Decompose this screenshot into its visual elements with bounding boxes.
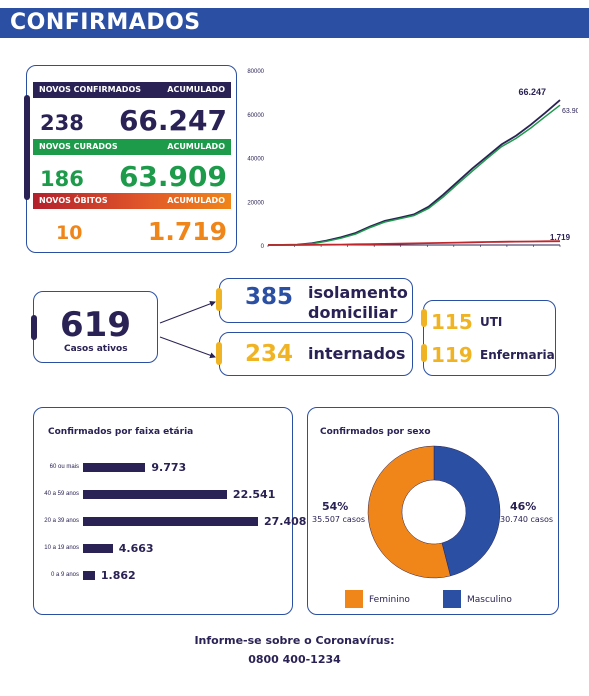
age-bar-value: 22.541	[232, 488, 276, 501]
cumulative-line-chart: 0 20000 40000 60000 80000 66.247 63.909 1.719	[238, 64, 583, 254]
isolation-accent	[216, 288, 222, 311]
age-bar	[83, 544, 113, 553]
hospital-card	[219, 332, 413, 376]
ward-label: Enfermaria	[480, 348, 555, 362]
age-bar-label: 10 a 19 anos	[44, 545, 79, 551]
series-end-label: 63.909	[562, 108, 578, 115]
female-count: 35.507 casos	[312, 515, 366, 524]
deaths-label: NOVOS ÓBITOS	[39, 196, 108, 205]
confirmed-total: 66.247	[118, 104, 227, 137]
donut-slice	[433, 445, 501, 577]
legend-female-swatch	[345, 590, 363, 608]
hospital-value: 234	[245, 341, 294, 367]
age-bar	[83, 463, 146, 472]
series-end-label: 66.247	[518, 87, 546, 97]
age-chart-card	[33, 407, 293, 615]
arrow-to-hospital	[159, 336, 216, 359]
confirmed-header: NOVOS CONFIRMADOS ACUMULADO	[33, 82, 231, 98]
female-pct: 54%	[322, 500, 349, 513]
active-total-label: Casos ativos	[64, 344, 128, 354]
age-bar-value: 4.663	[118, 542, 154, 555]
active-total: 619	[60, 305, 131, 345]
male-count: 30.740 casos	[500, 515, 554, 524]
line-chart-svg: 0 20000 40000 60000 80000 66.247 63.909 1.719	[247, 69, 583, 250]
recovered-header: NOVOS CURADOS ACUMULADO	[33, 139, 231, 155]
sex-chart-title: Confirmados por sexo	[320, 427, 431, 437]
isolation-label2: domiciliar	[308, 303, 398, 322]
age-bar-label: 20 a 39 anos	[44, 518, 79, 524]
icu-label: UTI	[480, 315, 503, 329]
hospital-accent	[216, 342, 222, 365]
active-accent	[31, 315, 37, 340]
age-bar	[83, 490, 227, 499]
confirmed-label: NOVOS CONFIRMADOS	[39, 85, 142, 94]
donut-slice	[367, 445, 451, 579]
age-bar	[83, 571, 95, 580]
series-line	[267, 104, 561, 246]
recovered-label: NOVOS CURADOS	[39, 142, 118, 151]
ward-accent	[421, 344, 427, 362]
deaths-acc-label: ACUMULADO	[167, 196, 225, 205]
deaths-header: NOVOS ÓBITOS ACUMULADO	[33, 193, 231, 209]
icu-accent	[421, 309, 427, 327]
icu-ward-card	[423, 300, 556, 376]
male-pct: 46%	[510, 500, 537, 513]
age-bar-value: 27.408	[264, 515, 307, 528]
hospital-label: internados	[308, 344, 406, 363]
recovered-acc-label: ACUMULADO	[167, 142, 225, 151]
age-bar-label: 40 a 59 anos	[44, 491, 79, 497]
recovered-new: 186	[40, 167, 84, 191]
series-line	[268, 240, 561, 246]
recovered-total: 63.909	[118, 160, 227, 193]
header-bar: CONFIRMADOS	[0, 8, 589, 38]
age-bar-label: 0 a 9 anos	[50, 572, 79, 578]
isolation-value: 385	[245, 284, 294, 310]
active-cases-card	[33, 291, 158, 363]
footer-line1: Informe-se sobre o Coronavírus:	[194, 634, 395, 647]
y-tick-label: 40000	[247, 157, 264, 163]
sex-donut-chart	[367, 445, 501, 579]
sex-chart-card	[307, 407, 559, 615]
series-end-label: 1.719	[550, 233, 571, 242]
legend-male-swatch	[443, 590, 461, 608]
y-tick-label: 80000	[247, 69, 264, 75]
legend-female-label: Feminino	[369, 595, 410, 605]
isolation-card	[219, 278, 413, 323]
age-chart-title: Confirmados por faixa etária	[48, 427, 194, 437]
age-bar-label: 60 ou mais	[49, 464, 79, 470]
deaths-new: 10	[56, 222, 83, 244]
footer-phone: 0800 400-1234	[248, 653, 341, 666]
arrow-to-isolation	[159, 300, 216, 324]
y-tick-label: 20000	[247, 200, 264, 206]
legend-male-label: Masculino	[467, 595, 512, 605]
age-bar-value: 9.773	[151, 461, 187, 474]
isolation-label: isolamento	[308, 283, 408, 302]
confirmed-new: 238	[40, 111, 84, 135]
page-title: CONFIRMADOS	[10, 10, 201, 35]
icu-value: 115	[431, 310, 473, 334]
ward-value: 119	[431, 343, 473, 367]
age-bar	[83, 517, 258, 526]
confirmed-acc-label: ACUMULADO	[167, 85, 225, 94]
stats-accent	[24, 95, 30, 200]
deaths-total: 1.719	[147, 217, 227, 246]
y-tick-label: 0	[261, 244, 265, 250]
age-bar-value: 1.862	[100, 569, 136, 582]
y-tick-label: 60000	[247, 113, 264, 119]
